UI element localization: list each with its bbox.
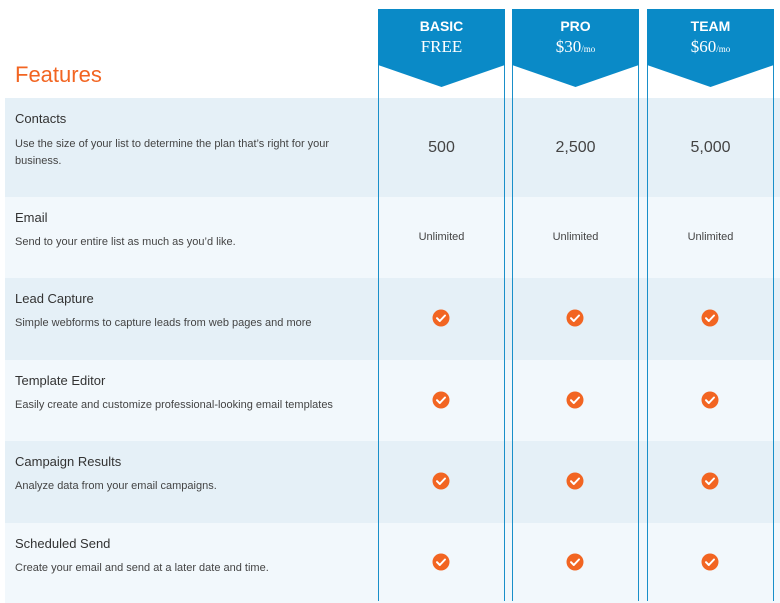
plan-value: Unlimited (418, 231, 465, 243)
feature-name: Contacts (15, 111, 67, 126)
plan-value: 500 (428, 139, 455, 156)
check-icon (701, 553, 719, 571)
plan-value: Unlimited (687, 231, 734, 243)
feature-row: Contacts Use the size of your list to det… (5, 98, 780, 197)
plan-banner (378, 9, 505, 87)
check-icon (566, 553, 584, 571)
check-icon (701, 309, 719, 327)
plan-banner (647, 9, 774, 87)
plan-price-suffix: /mo (581, 44, 596, 54)
plan-header-team[interactable]: TEAM $60/mo (647, 9, 774, 87)
check-icon (701, 391, 719, 408)
plan-value: 2,500 (555, 139, 596, 156)
feature-description: Easily create and customize professional… (15, 399, 333, 411)
check-icon (566, 472, 584, 490)
check-icon (566, 309, 584, 327)
plan-banner (512, 9, 639, 87)
feature-description: Send to your entire list as much as you’… (15, 236, 236, 248)
feature-rows: Contacts Use the size of your list to det… (5, 98, 780, 603)
plan-price-amount: $30 (555, 37, 582, 56)
check-icon (701, 472, 719, 490)
plan-price-amount: FREE (420, 37, 463, 56)
plan-price: $30/mo (512, 37, 639, 57)
feature-row: Lead Capture Simple webforms to capture l… (5, 278, 780, 360)
feature-name: Lead Capture (15, 291, 94, 306)
feature-description: Use the size of your list to determine t… (15, 138, 330, 167)
feature-row: Template Editor Easily create and customi… (5, 360, 780, 441)
plan-name: BASIC (419, 18, 464, 34)
plan-value: 5,000 (690, 139, 731, 156)
plan-header-basic[interactable]: BASIC FREE (378, 9, 505, 87)
feature-name: Email (15, 210, 48, 225)
plan-name: TEAM (690, 18, 731, 34)
plan-price: $60/mo (647, 37, 774, 57)
features-title: Features (15, 62, 102, 87)
feature-name: Scheduled Send (15, 536, 111, 551)
check-icon (432, 309, 450, 327)
check-icon (432, 472, 450, 490)
feature-name: Campaign Results (15, 454, 122, 469)
check-icon (432, 553, 450, 571)
feature-description: Create your email and send at a later da… (15, 562, 269, 574)
feature-name: Template Editor (15, 373, 106, 388)
check-icon (432, 391, 450, 408)
feature-description: Simple webforms to capture leads from we… (15, 317, 312, 329)
plan-header-pro[interactable]: PRO $30/mo (512, 9, 639, 87)
feature-row: Email Send to your entire list as much as… (5, 197, 780, 278)
plan-price: FREE (378, 37, 505, 57)
feature-description: Analyze data from your email campaigns. (15, 480, 217, 492)
feature-row: Campaign Results Analyze data from your e… (5, 441, 780, 523)
feature-row: Scheduled Send Create your email and send… (5, 523, 780, 603)
check-icon (566, 391, 584, 408)
plan-name: PRO (560, 18, 591, 34)
plan-price-suffix: /mo (716, 44, 731, 54)
plan-value: Unlimited (552, 231, 599, 243)
plan-price-amount: $60 (690, 37, 717, 56)
